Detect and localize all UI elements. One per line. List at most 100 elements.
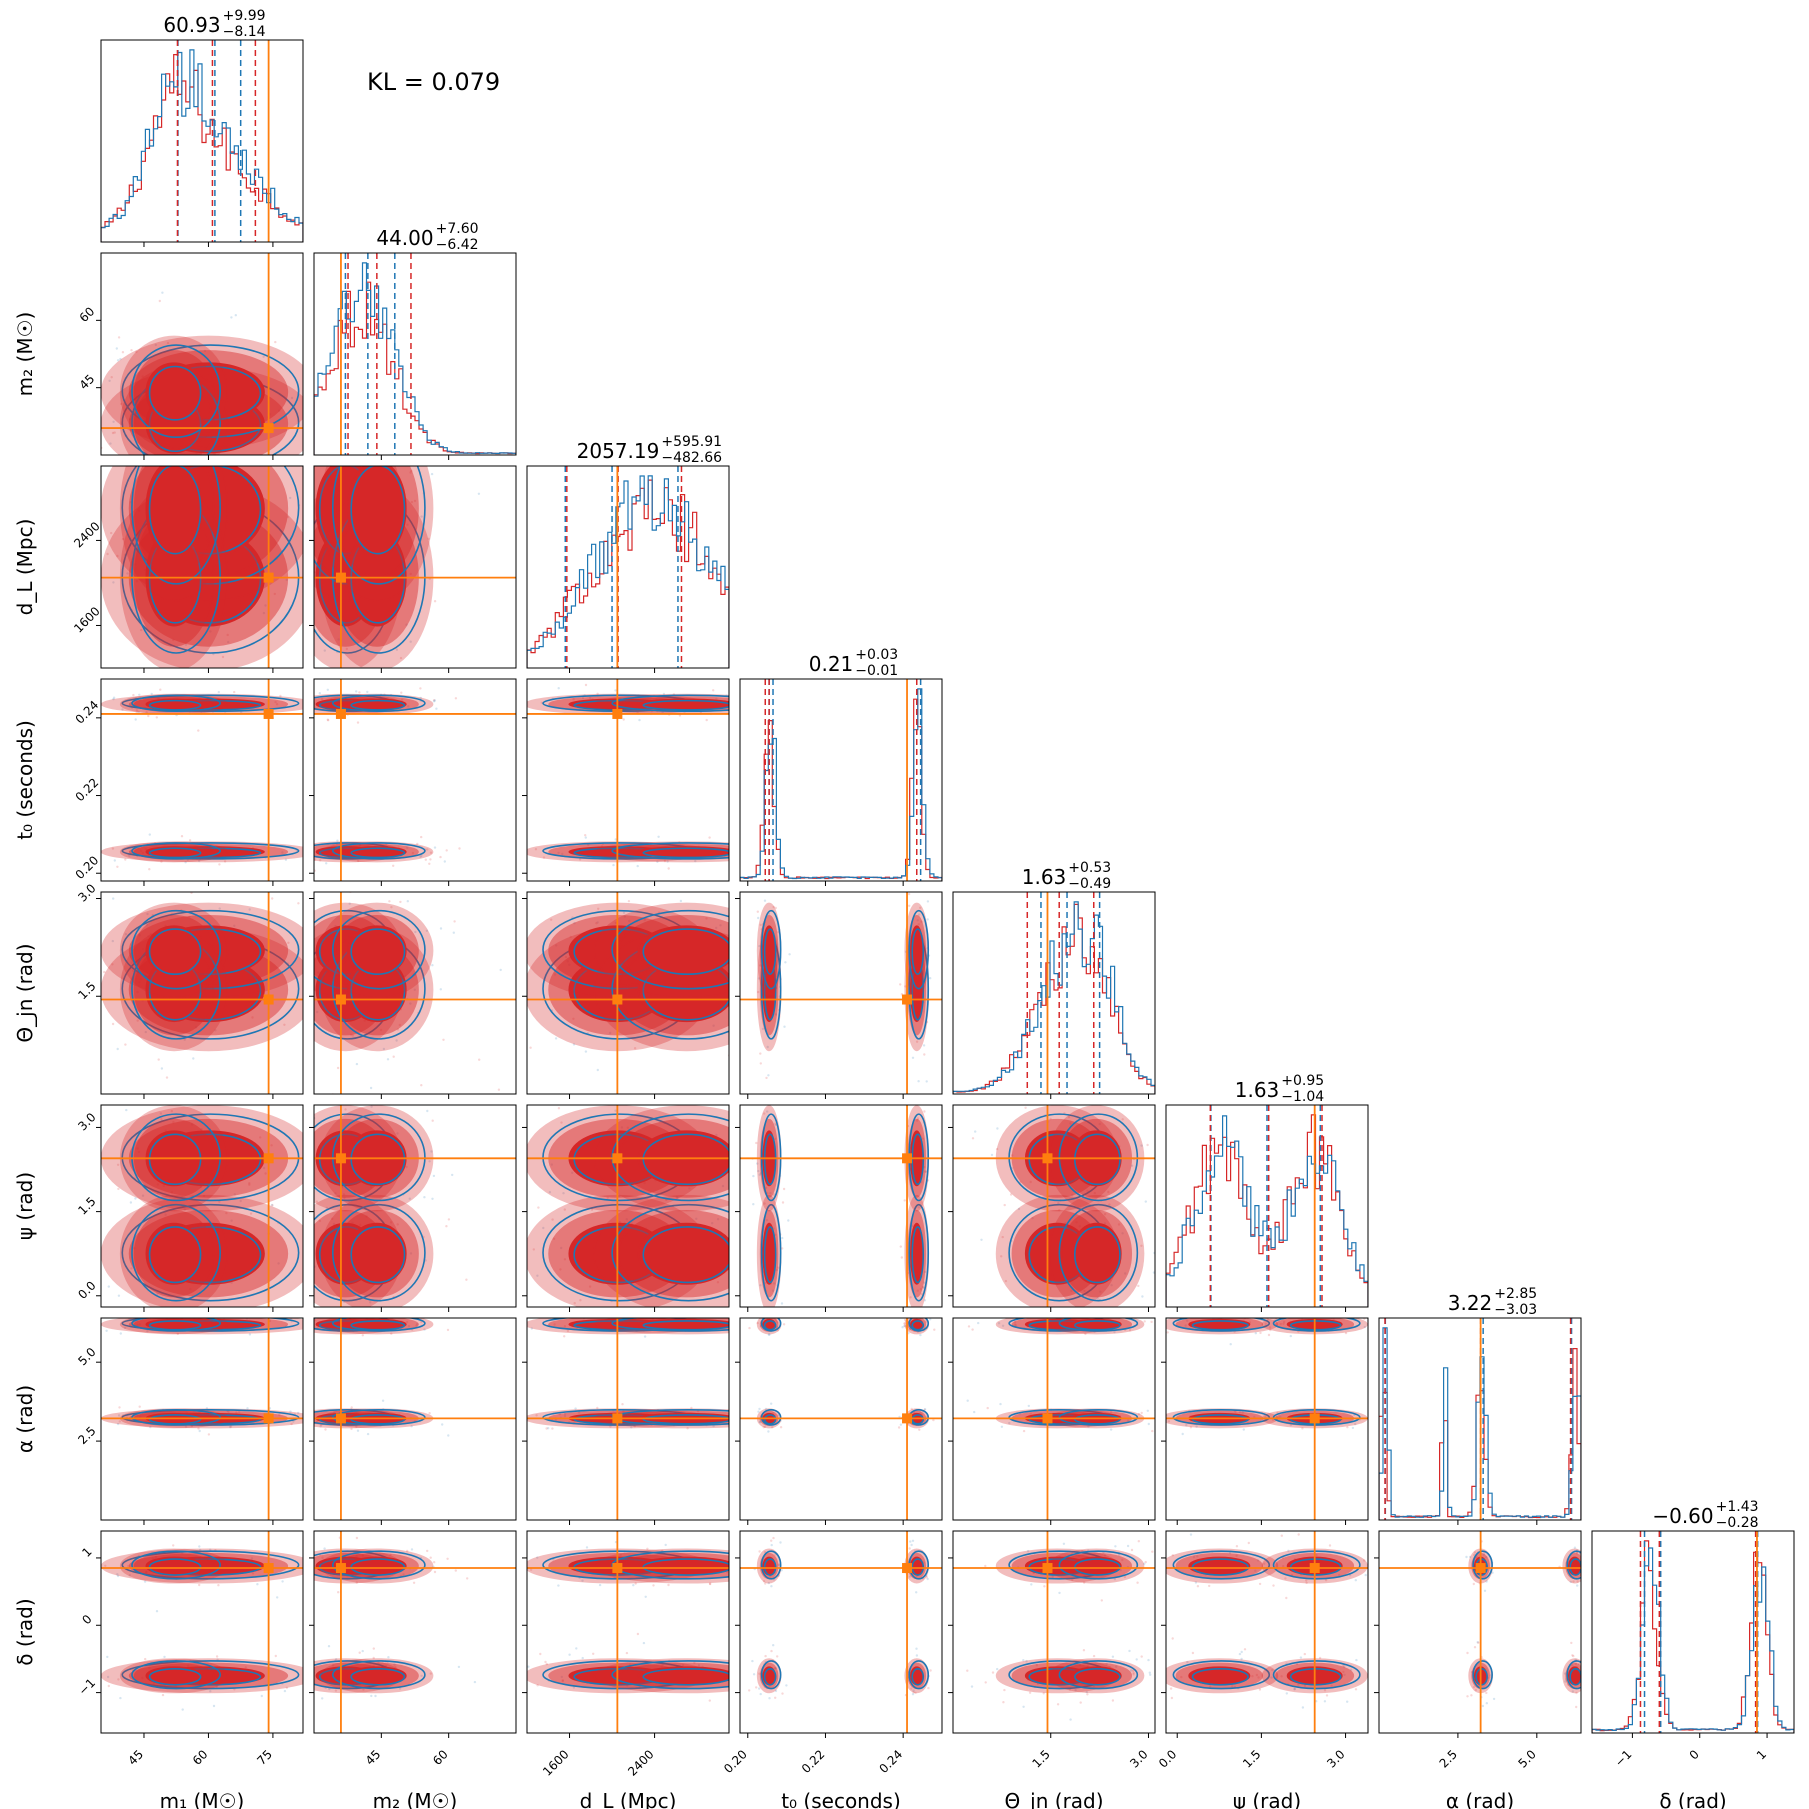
sample-point	[215, 1685, 218, 1688]
reference-contour-inner	[642, 1133, 729, 1186]
panel-frame	[100, 252, 304, 456]
sample-point	[536, 1556, 539, 1559]
sample-point	[363, 1019, 366, 1022]
title-value: −0.60	[1652, 1504, 1713, 1528]
sample-point	[1186, 1660, 1189, 1664]
sample-point	[918, 1428, 921, 1432]
sample-point	[911, 1693, 915, 1696]
sample-point	[95, 973, 97, 975]
sample-point	[143, 1580, 147, 1583]
sample-point	[519, 953, 521, 955]
sample-point	[359, 1223, 362, 1227]
sample-point	[1564, 1680, 1567, 1683]
sample-point	[365, 1215, 368, 1218]
sample-point	[1129, 1669, 1133, 1672]
sample-point	[116, 359, 120, 362]
sample-point	[1142, 1311, 1144, 1313]
reference-contour-outer	[1058, 1203, 1139, 1302]
sample-point	[1483, 1589, 1487, 1593]
sample-point	[1157, 1412, 1159, 1414]
sample-point	[548, 1191, 552, 1194]
sample-point	[1156, 1694, 1158, 1696]
sample-point	[274, 700, 277, 704]
sample-point	[909, 1296, 912, 1299]
sample-point	[106, 552, 109, 556]
sample-point	[1098, 1122, 1101, 1126]
sample-point	[625, 1651, 629, 1655]
sample-point	[146, 912, 149, 916]
sample-point	[306, 1698, 308, 1700]
sample-point	[1315, 1553, 1318, 1557]
sample-point	[126, 572, 129, 575]
reference-contour-outer	[1272, 1550, 1361, 1580]
sample-point	[923, 1083, 925, 1085]
sample-point	[757, 877, 759, 879]
sample-point	[337, 380, 339, 382]
sample-point	[378, 398, 380, 400]
sample-point	[160, 860, 163, 863]
sample-point	[694, 859, 697, 863]
sample-point	[1083, 1289, 1086, 1293]
sample-point	[116, 1422, 120, 1426]
sample-point	[619, 1553, 622, 1557]
reference-contour-outer	[131, 842, 221, 860]
sample-point	[573, 921, 576, 925]
sample-point	[774, 1318, 777, 1321]
sample-point	[558, 1412, 561, 1416]
sample-point	[98, 929, 100, 931]
sample-point	[1103, 1213, 1107, 1216]
sample-point	[405, 1165, 408, 1169]
sample-point	[1571, 1664, 1574, 1667]
sample-point	[1100, 1599, 1104, 1602]
sample-point	[536, 1684, 539, 1687]
y-tick-label: 0.22	[73, 775, 102, 804]
model-contour-inner	[145, 362, 203, 422]
reference-contour-inner	[911, 1133, 925, 1186]
sample-point	[781, 1201, 785, 1204]
sample-point	[1166, 1331, 1169, 1334]
sample-point	[42, 695, 44, 697]
sample-point	[596, 1406, 599, 1410]
sample-point	[431, 964, 434, 967]
reference-contour-inner	[911, 1320, 925, 1331]
sample-point	[112, 420, 115, 423]
sample-point	[1184, 1324, 1187, 1327]
sample-point	[1344, 1331, 1348, 1335]
sample-point	[116, 1047, 119, 1051]
sample-point	[660, 1664, 663, 1668]
sample-point	[214, 1029, 217, 1032]
sample-point	[310, 1318, 312, 1320]
sample-point	[766, 1045, 769, 1049]
x-tick-label: 60	[190, 1747, 211, 1768]
sample-point	[129, 418, 132, 421]
sample-point	[380, 1314, 382, 1316]
sample-point	[1330, 1684, 1333, 1688]
sample-point	[405, 1320, 409, 1324]
x-axis-label-psi: ψ (rad)	[1233, 1789, 1301, 1809]
sample-point	[56, 1656, 58, 1658]
title-upper-error: +595.91	[661, 434, 722, 450]
sample-point	[1135, 1658, 1138, 1661]
model-contour-inner	[145, 1222, 203, 1285]
reference-contour-inner	[1289, 1667, 1342, 1686]
sample-point	[971, 1137, 975, 1140]
sample-point	[229, 1425, 232, 1429]
sample-point	[472, 1560, 474, 1562]
sample-point	[132, 693, 135, 697]
sample-point	[910, 1543, 913, 1547]
title-upper-error: +1.43	[1716, 1499, 1759, 1515]
sample-point	[248, 1333, 252, 1336]
sample-point	[311, 931, 313, 933]
sample-point	[398, 1023, 401, 1027]
sample-point	[926, 1577, 929, 1581]
sample-point	[500, 1214, 502, 1216]
panel-frame	[739, 1104, 943, 1308]
sample-point	[1472, 1686, 1476, 1689]
sample-point	[644, 1595, 647, 1599]
sample-point	[432, 1174, 436, 1178]
panel-frame	[526, 1104, 730, 1308]
sample-point	[715, 926, 718, 930]
sample-point	[326, 718, 329, 721]
sample-point	[159, 1112, 163, 1115]
sample-point	[396, 1223, 399, 1226]
